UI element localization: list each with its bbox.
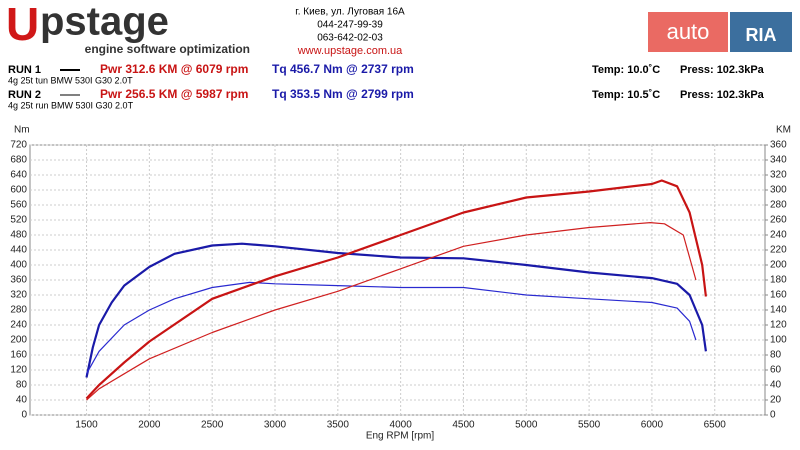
run-temp: Temp: 10.5˚C <box>592 89 660 101</box>
y-tick-label: 200 <box>10 335 27 346</box>
ria-logo <box>648 12 728 52</box>
y2-tick-label: 280 <box>770 200 787 211</box>
y-tick-label: 640 <box>10 170 27 181</box>
y-tick-label: 280 <box>10 305 27 316</box>
run-name: RUN 2 <box>8 89 41 101</box>
y2-tick-label: 260 <box>770 215 787 226</box>
series-line <box>85 242 707 378</box>
run-press: Press: 102.3kPa <box>680 89 765 101</box>
x-tick-label: 2500 <box>201 420 224 431</box>
x-tick-label: 3000 <box>264 420 287 431</box>
y-axis-label: Nm <box>14 125 30 136</box>
run-temp: Temp: 10.0˚C <box>592 64 660 76</box>
ria-text: RIA <box>746 25 777 45</box>
y-tick-label: 40 <box>16 395 28 406</box>
y2-tick-label: 160 <box>770 290 787 301</box>
run-torque: Tq 353.5 Nm @ 2799 rpm <box>272 87 414 101</box>
logo: U <box>6 0 39 50</box>
tagline: engine software optimization <box>85 42 250 56</box>
ria-logo <box>730 12 792 52</box>
x-tick-label: 6500 <box>704 420 727 431</box>
x-tick-label: 6000 <box>641 420 664 431</box>
x-tick-label: 5000 <box>515 420 538 431</box>
y2-tick-label: 320 <box>770 170 787 181</box>
y2-tick-label: 240 <box>770 230 787 241</box>
x-tick-label: 1500 <box>75 420 98 431</box>
y-tick-label: 400 <box>10 260 27 271</box>
y-tick-label: 600 <box>10 185 27 196</box>
y-tick-label: 720 <box>10 140 27 151</box>
y2-tick-label: 200 <box>770 260 787 271</box>
y-tick-label: 240 <box>10 320 27 331</box>
y-tick-label: 560 <box>10 200 27 211</box>
y-tick-label: 320 <box>10 290 27 301</box>
y2-tick-label: 180 <box>770 275 787 286</box>
y-tick-label: 80 <box>16 380 28 391</box>
y-tick-label: 120 <box>10 365 27 376</box>
y2-tick-label: 220 <box>770 245 787 256</box>
run-desc: 4g 25t run BMW 530I G30 2.0T <box>8 100 134 110</box>
x-tick-label: 3500 <box>327 420 350 431</box>
y-tick-label: 360 <box>10 275 27 286</box>
y-tick-label: 480 <box>10 230 27 241</box>
y2-tick-label: 120 <box>770 320 787 331</box>
run-torque: Tq 456.7 Nm @ 2737 rpm <box>272 62 414 76</box>
x-tick-label: 2000 <box>138 420 161 431</box>
phone: 063-642-02-03 <box>317 33 383 44</box>
y2-tick-label: 80 <box>770 350 782 361</box>
address: г. Киев, ул. Луговая 16А <box>295 7 405 18</box>
y2-tick-label: 20 <box>770 395 782 406</box>
y-tick-label: 160 <box>10 350 27 361</box>
series-line <box>86 222 697 401</box>
y2-tick-label: 140 <box>770 305 787 316</box>
run-name: RUN 1 <box>8 64 41 76</box>
ria-text: auto <box>667 19 710 44</box>
y2-tick-label: 360 <box>770 140 787 151</box>
series-line <box>85 179 707 400</box>
run-press: Press: 102.3kPa <box>680 64 765 76</box>
y-tick-label: 440 <box>10 245 27 256</box>
run-power: Pwr 256.5 KM @ 5987 rpm <box>100 87 248 101</box>
x-tick-label: 5500 <box>578 420 601 431</box>
series-line <box>85 281 697 375</box>
y2-tick-label: 300 <box>770 185 787 196</box>
y2-tick-label: 40 <box>770 380 782 391</box>
run-desc: 4g 25t tun BMW 530I G30 2.0T <box>8 75 133 85</box>
y2-tick-label: 0 <box>770 410 776 421</box>
y2-tick-label: 100 <box>770 335 787 346</box>
site: www.upstage.com.ua <box>297 45 403 57</box>
x-tick-label: 4000 <box>390 420 413 431</box>
y2-tick-label: 60 <box>770 365 782 376</box>
run-power: Pwr 312.6 KM @ 6079 rpm <box>100 62 248 76</box>
y-tick-label: 520 <box>10 215 27 226</box>
phone: 044-247-99-39 <box>317 20 383 31</box>
y2-axis-label: KM <box>776 125 791 136</box>
logo: pstage <box>40 0 169 44</box>
y-tick-label: 680 <box>10 155 27 166</box>
y2-tick-label: 340 <box>770 155 787 166</box>
x-axis-label: Eng RPM [rpm] <box>366 431 435 442</box>
y-tick-label: 0 <box>21 410 27 421</box>
x-tick-label: 4500 <box>452 420 475 431</box>
